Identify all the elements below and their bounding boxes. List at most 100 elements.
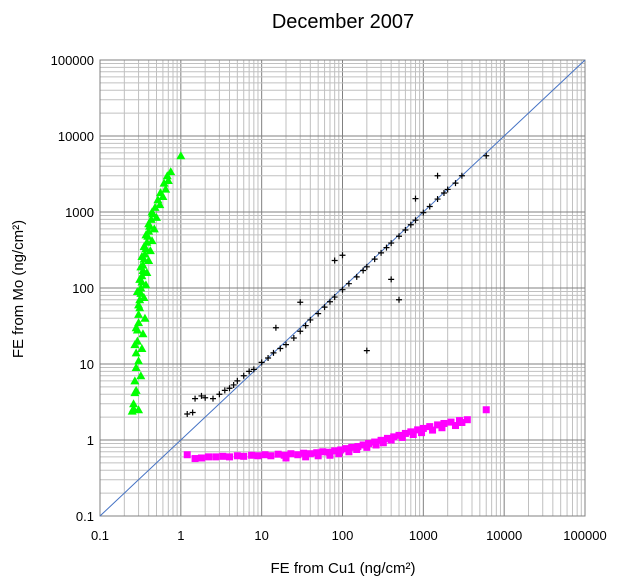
square-point <box>294 451 302 459</box>
square-point <box>240 452 248 460</box>
triangle-point <box>147 236 157 245</box>
y-tick-label: 1000 <box>65 205 94 220</box>
plus-point <box>331 294 338 301</box>
triangle-point <box>159 178 169 187</box>
triangle-point <box>134 405 144 414</box>
plus-point <box>434 196 441 203</box>
plus-point <box>339 286 346 293</box>
square-point <box>387 436 395 444</box>
square-point <box>365 439 373 447</box>
square-point <box>363 443 371 451</box>
plus-point <box>371 256 378 263</box>
triangle-point <box>129 399 139 408</box>
square-point <box>359 441 367 449</box>
triangle-point <box>131 323 141 332</box>
triangle-point <box>141 280 151 289</box>
y-tick-label: 1 <box>87 433 94 448</box>
plus-point <box>396 233 402 240</box>
plus-point <box>339 252 346 259</box>
plus-point <box>277 345 284 352</box>
square-point <box>302 453 310 461</box>
triangle-point <box>131 385 141 394</box>
square-point <box>434 421 442 429</box>
triangle-point <box>137 343 147 352</box>
plus-point <box>270 349 277 356</box>
plus-point <box>198 392 205 399</box>
triangle-point <box>132 286 142 295</box>
y-tick-label: 10 <box>80 357 94 372</box>
plus-point <box>226 385 233 392</box>
plus-point <box>297 328 304 335</box>
plus-point <box>396 296 402 303</box>
square-point <box>219 452 227 460</box>
y-axis-ticks: 0.1 1 10 100 1000 10000 100000 <box>51 53 94 524</box>
square-point <box>225 453 233 461</box>
y-tick-label: 0.1 <box>76 509 94 524</box>
triangle-point <box>139 242 149 251</box>
plus-point <box>290 334 297 341</box>
y-tick-label: 100 <box>72 281 94 296</box>
square-point <box>379 439 387 447</box>
square-point <box>440 419 448 427</box>
plus-point <box>234 377 241 384</box>
series-plus <box>184 152 490 417</box>
x-tick-label: 1000 <box>409 528 438 543</box>
plot-area <box>99 59 586 517</box>
square-point <box>287 450 295 458</box>
triangle-point <box>161 184 171 193</box>
plus-point <box>363 263 370 270</box>
x-tick-label: 1 <box>177 528 184 543</box>
plus-point <box>221 387 228 394</box>
plus-point <box>202 394 209 401</box>
square-point <box>482 406 490 414</box>
square-point <box>205 453 213 461</box>
plus-point <box>440 189 447 196</box>
x-tick-label: 0.1 <box>91 528 109 543</box>
triangle-point <box>135 274 145 283</box>
plus-point <box>331 257 338 264</box>
square-point <box>319 448 327 456</box>
triangle-point <box>140 313 150 322</box>
plus-point <box>192 395 199 402</box>
square-point <box>419 424 427 432</box>
plus-point <box>307 316 314 323</box>
x-tick-label: 100 <box>332 528 354 543</box>
plus-point <box>321 304 328 311</box>
plus-point <box>246 368 253 375</box>
square-point <box>409 431 417 439</box>
square-point <box>331 447 339 455</box>
plus-point <box>297 299 304 306</box>
plus-point <box>216 391 223 398</box>
triangle-point <box>147 207 157 216</box>
square-point <box>383 434 391 442</box>
square-point <box>348 443 356 451</box>
chart-title: December 2007 <box>272 11 414 33</box>
plus-point <box>258 359 265 366</box>
grid-lines <box>99 60 585 517</box>
plus-point <box>345 280 352 287</box>
plus-point <box>412 195 419 202</box>
series-square <box>183 406 490 463</box>
triangle-point <box>152 212 162 221</box>
square-point <box>282 454 290 462</box>
square-point <box>452 422 460 430</box>
square-point <box>458 418 466 426</box>
square-point <box>463 416 471 424</box>
square-point <box>183 451 191 459</box>
y-tick-label: 10000 <box>58 129 94 144</box>
triangle-point <box>131 348 141 357</box>
plus-point <box>240 372 247 379</box>
square-point <box>353 445 361 453</box>
triangle-point <box>137 251 147 260</box>
square-point <box>335 450 343 458</box>
square-point <box>300 449 308 457</box>
plus-point <box>315 310 322 317</box>
plus-point <box>378 249 385 256</box>
plus-point <box>189 409 196 416</box>
triangle-point <box>130 340 140 349</box>
triangle-point <box>134 356 144 365</box>
plus-point <box>444 186 451 193</box>
plus-point <box>426 203 433 210</box>
plus-point <box>420 209 427 216</box>
